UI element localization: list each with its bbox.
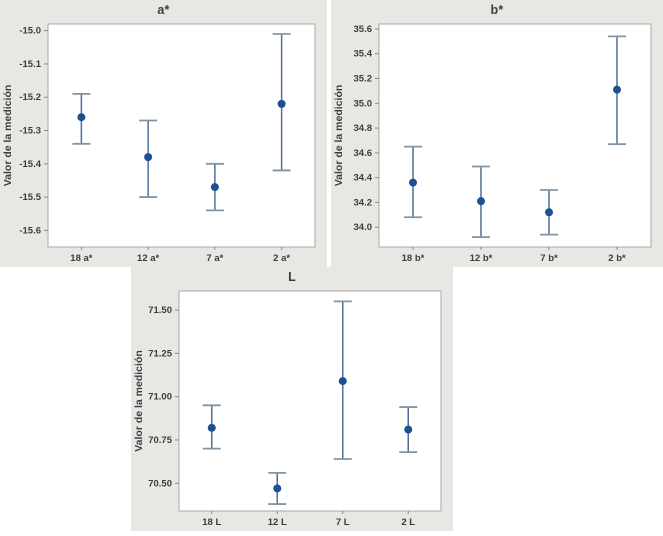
y-axis: -15.0 -15.1 -15.2 -15.3 -15.4 -15.5 -15.6 bbox=[19, 26, 48, 236]
interval-7-a* bbox=[205, 162, 224, 212]
y-tick-label: -15.1 bbox=[19, 59, 41, 70]
interval-2-b* bbox=[608, 35, 626, 146]
x-axis: 18 b* 12 b* 7 b* 2 b* bbox=[402, 247, 626, 264]
chart-title-l: L bbox=[288, 270, 296, 284]
y-axis-title: Valor de la medición bbox=[133, 350, 145, 452]
x-tick-label: 12 a* bbox=[137, 253, 159, 264]
x-tick-label: 12 b* bbox=[470, 253, 493, 264]
x-tick-label: 7 L bbox=[336, 517, 350, 528]
point-marker bbox=[338, 377, 347, 386]
y-tick-label: 70.75 bbox=[148, 435, 172, 446]
point-marker bbox=[545, 208, 553, 217]
plot-svg: -15.0 -15.1 -15.2 -15.3 -15.4 -15.5 -15.6 Valor… bbox=[2, 23, 316, 264]
point-marker bbox=[277, 99, 286, 108]
plot-svg: 35.6 35.4 35.2 35.0 34.8 34.6 34.4 34.2 34.0 Valo… bbox=[333, 23, 652, 264]
plot-frame bbox=[178, 290, 442, 512]
interval-7-b* bbox=[540, 189, 558, 236]
y-tick-label: 71.25 bbox=[148, 348, 172, 359]
x-tick-label: 12 L bbox=[268, 517, 287, 528]
plot-svg: 71.50 71.25 71.00 70.75 70.50 Valor de la med… bbox=[133, 290, 442, 528]
y-axis-title: Valor de la medición bbox=[333, 85, 345, 187]
x-tick-label: 7 b* bbox=[540, 253, 558, 264]
point-marker bbox=[210, 183, 219, 192]
y-tick-label: 34.6 bbox=[354, 148, 373, 159]
interval-12-a* bbox=[139, 119, 158, 198]
y-tick-label: 70.50 bbox=[148, 478, 172, 489]
interval-18-a* bbox=[72, 92, 91, 145]
y-tick-label: -15.5 bbox=[19, 192, 41, 203]
point-marker bbox=[409, 178, 417, 187]
x-tick-label: 18 b* bbox=[402, 253, 425, 264]
point-marker bbox=[404, 425, 413, 434]
x-tick-label: 2 L bbox=[401, 517, 415, 528]
y-tick-label: -15.4 bbox=[19, 159, 41, 170]
point-marker bbox=[207, 423, 216, 432]
x-tick-label: 2 b* bbox=[608, 253, 626, 264]
point-marker bbox=[477, 197, 485, 206]
y-axis: 71.50 71.25 71.00 70.75 70.50 bbox=[148, 305, 179, 489]
interval-2-a* bbox=[272, 33, 291, 172]
chart-panel-b-star: b* 35.6 35.4 35.2 35.0 34.8 34.6 34.4 34.2 34.0 V… bbox=[331, 0, 663, 267]
y-axis-title: Valor de la medición bbox=[2, 85, 14, 187]
plot-area-b-star: 35.6 35.4 35.2 35.0 34.8 34.6 34.4 34.2 34.0 Valo… bbox=[331, 0, 663, 267]
interval-2-L bbox=[399, 406, 418, 454]
y-tick-label: 34.2 bbox=[354, 197, 373, 208]
y-tick-label: -15.2 bbox=[19, 92, 41, 103]
plot-area-l: 71.50 71.25 71.00 70.75 70.50 Valor de la med… bbox=[131, 267, 453, 531]
point-marker bbox=[273, 484, 282, 493]
chart-panel-a-star: a* -15.0 -15.1 -15.2 -15.3 -15.4 -15.5 -15.6 Va… bbox=[0, 0, 327, 267]
y-tick-label: 34.8 bbox=[354, 123, 373, 134]
plot-frame bbox=[378, 23, 652, 248]
x-tick-label: 2 a* bbox=[273, 253, 290, 264]
chart-panel-l: L 71.50 71.25 71.00 70.75 70.50 Valor de la m… bbox=[131, 267, 453, 531]
y-axis: 35.6 35.4 35.2 35.0 34.8 34.6 34.4 34.2 34.0 bbox=[354, 24, 379, 233]
interval-18-b* bbox=[404, 145, 422, 219]
y-tick-label: 35.0 bbox=[354, 98, 373, 109]
interval-18-L bbox=[202, 404, 221, 450]
y-tick-label: -15.6 bbox=[19, 225, 41, 236]
point-marker bbox=[613, 85, 621, 94]
interval-7-L bbox=[333, 300, 352, 460]
x-axis: 18 a* 12 a* 7 a* 2 a* bbox=[70, 247, 290, 264]
y-tick-label: 71.50 bbox=[148, 305, 172, 316]
interval-12-b* bbox=[472, 165, 490, 238]
plot-frame bbox=[47, 23, 316, 248]
point-marker bbox=[144, 153, 153, 162]
y-tick-label: 35.6 bbox=[354, 24, 373, 35]
y-tick-label: 34.0 bbox=[354, 222, 373, 233]
y-tick-label: 34.4 bbox=[354, 173, 373, 184]
chart-title-b-star: b* bbox=[490, 3, 504, 17]
x-tick-label: 18 a* bbox=[70, 253, 92, 264]
y-tick-label: 71.00 bbox=[148, 392, 172, 403]
y-tick-label: 35.2 bbox=[354, 74, 373, 85]
x-axis: 18 L 12 L 7 L 2 L bbox=[202, 511, 415, 528]
chart-title-a-star: a* bbox=[157, 3, 170, 17]
y-tick-label: -15.3 bbox=[19, 126, 41, 137]
interval-12-L bbox=[268, 471, 287, 505]
y-tick-label: 35.4 bbox=[354, 49, 373, 60]
y-tick-label: -15.0 bbox=[19, 26, 41, 37]
x-tick-label: 18 L bbox=[202, 517, 221, 528]
x-tick-label: 7 a* bbox=[206, 253, 223, 264]
plot-area-a-star: -15.0 -15.1 -15.2 -15.3 -15.4 -15.5 -15.6 Valor… bbox=[0, 0, 327, 267]
point-marker bbox=[77, 113, 86, 122]
